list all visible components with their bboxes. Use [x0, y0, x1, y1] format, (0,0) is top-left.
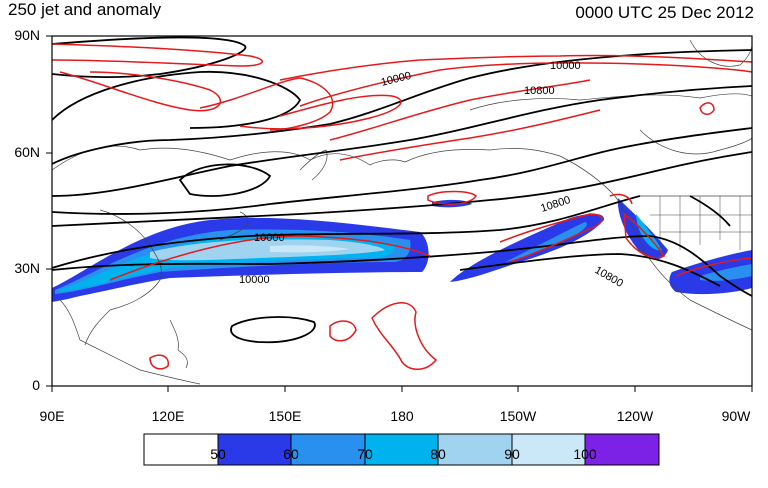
x-tick-label: 90E	[39, 408, 65, 424]
anomaly-17	[609, 193, 633, 205]
coast-asia-east	[84, 209, 162, 346]
x-tick-label: 90W	[721, 408, 751, 424]
anomaly-18	[149, 354, 169, 370]
contour-8	[52, 235, 752, 297]
contour-7	[52, 195, 641, 269]
colorbar-box-50-60	[217, 433, 292, 466]
x-tick-label: 150W	[499, 408, 537, 424]
y-tick-label: 90N	[14, 27, 40, 43]
coast-philippines	[169, 319, 188, 369]
jet-mexico-core	[700, 264, 752, 281]
jet-west-coast-core	[636, 214, 662, 251]
x-tick-label: 120W	[616, 408, 654, 424]
coast-hudson	[639, 129, 752, 155]
contour-3	[52, 49, 752, 165]
anomaly-12	[623, 212, 666, 259]
states-grid	[650, 196, 752, 260]
anomaly-10	[499, 213, 603, 263]
contour-2	[52, 70, 302, 129]
contour-11	[230, 316, 316, 344]
anomaly-2	[59, 71, 222, 112]
colorbar-tick-label: 60	[283, 446, 299, 462]
contour-12	[689, 195, 731, 227]
x-tick-label: 180	[390, 408, 414, 424]
anomaly-1	[52, 43, 263, 67]
colorbar-tick-label: 100	[573, 446, 597, 462]
jet-east-pacific-core	[505, 222, 587, 262]
anomaly-8	[339, 109, 601, 161]
contour-5	[52, 127, 752, 215]
anomaly-6	[299, 62, 752, 107]
contour-1	[52, 36, 247, 79]
jet-80-band	[150, 239, 385, 261]
anomaly-14	[329, 320, 357, 342]
colorbar-tick-label: 80	[430, 446, 446, 462]
anomaly-15	[371, 302, 438, 370]
anomaly-9	[427, 190, 477, 205]
coast-japan	[219, 211, 248, 241]
colorbar-tick-label: 90	[504, 446, 520, 462]
colorbar	[143, 433, 660, 466]
anomaly-13	[675, 257, 752, 277]
x-tick-label: 120E	[151, 408, 185, 424]
anomaly-contours	[52, 43, 752, 370]
coast-kamchatka	[299, 149, 328, 181]
map-background	[52, 36, 752, 386]
contour-label: 10000	[254, 232, 285, 244]
coast-north-america	[614, 195, 752, 331]
colorbar-tick-label: 50	[210, 446, 226, 462]
x-tick-label: 150E	[268, 408, 302, 424]
contour-4	[52, 85, 752, 197]
contour-label: 10000	[239, 274, 270, 286]
axis-ticks	[46, 35, 753, 392]
colorbar-box-90-100	[511, 433, 586, 466]
anomaly-3	[199, 77, 334, 131]
valid-time: 0000 UTC 25 Dec 2012	[575, 3, 754, 22]
contour-label: 10800	[524, 85, 555, 97]
anomaly-16	[699, 102, 715, 115]
map-title: 250 jet and anomaly	[8, 0, 162, 19]
contour-10	[178, 163, 272, 197]
anomaly-4	[239, 94, 402, 130]
anomaly-5	[279, 54, 752, 81]
coast-siberia	[52, 145, 406, 171]
contour-label: 10000	[550, 60, 581, 72]
colorbar-tick-label: 70	[357, 446, 373, 462]
anomaly-11	[109, 235, 431, 281]
jet-90-band	[270, 245, 350, 253]
coast-indonesia	[59, 299, 201, 385]
colorbar-box-below-50	[143, 433, 219, 466]
colorbar-box-above-100	[584, 433, 660, 466]
jet-west-pacific-tail	[52, 286, 100, 302]
y-tick-label: 60N	[14, 144, 40, 160]
y-tick-label: 30N	[14, 260, 40, 276]
anomaly-7	[329, 79, 591, 141]
coast-alaska	[404, 148, 616, 197]
colorbar-box-70-80	[364, 433, 439, 466]
y-tick-label: 0	[32, 377, 40, 393]
